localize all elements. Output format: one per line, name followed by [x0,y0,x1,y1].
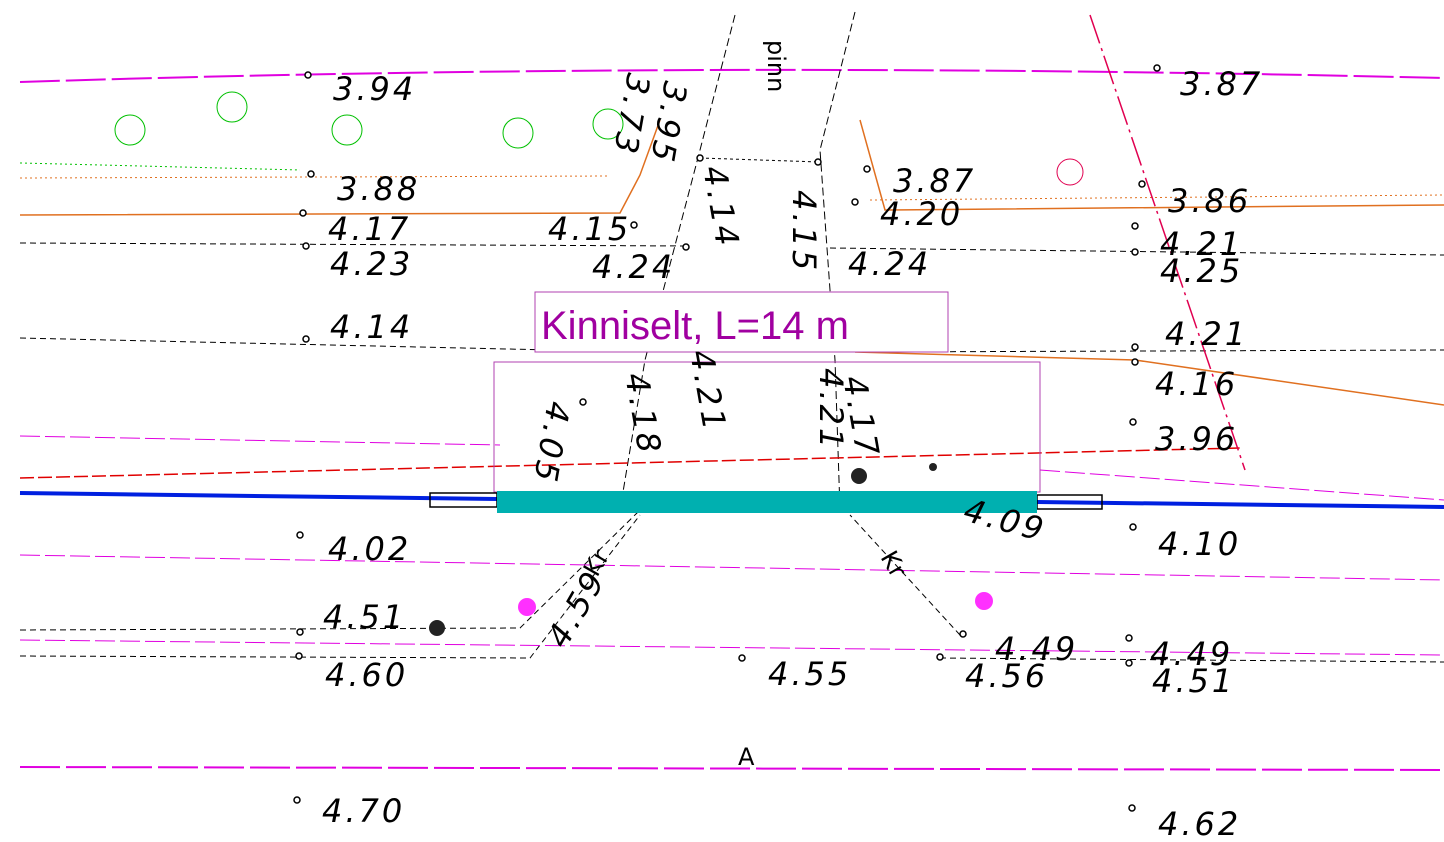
elevation-label: 4.59 [539,563,614,654]
elevation-label: 4.25 [1160,252,1243,290]
ditch-label: Kr [875,546,912,582]
elevation-label: 4.56 [965,657,1048,695]
elevation-label: 4.18 [617,370,669,459]
elevation-label: 4.15 [548,210,631,248]
elevation-label: 4.14 [695,163,747,252]
elevation-label: 4.51 [323,598,406,636]
elevation-label: 4.60 [325,656,408,694]
elevation-label: 4.02 [328,530,411,568]
points [293,64,1161,812]
road-label: A [738,743,755,771]
elevation-label: 4.51 [1152,662,1235,700]
elevation-label: 4.17 [328,210,411,248]
elevation-label: 4.21 [682,347,734,436]
elevation-label: 4.49 [1150,635,1233,673]
bridge-title: Kinniselt, L=14 m [541,304,849,348]
elevation-label: 3.88 [337,170,420,208]
elevation-label: 4.15 [785,190,823,273]
elevation-label: 4.21 [1160,225,1243,263]
elevation-label: 4.49 [995,630,1078,668]
bridge [497,491,1037,513]
elevation-labels: 3.94 3.873.884.174.233.733.954.154.244.14… [322,65,1263,842]
elevation-label: 4.23 [330,245,413,283]
elevation-label: 3.87 [1180,65,1263,103]
elevation-label: 4.20 [880,195,963,233]
elevation-label: 3.94 [333,70,416,108]
elevation-label: 4.10 [1158,525,1241,563]
elevation-label: 4.21 [1165,315,1248,353]
elevation-label: 3.87 [893,162,976,200]
elevation-label: 4.24 [592,248,675,286]
elevation-label: 3.96 [1155,420,1238,458]
elevation-label: 4.55 [768,655,851,693]
elevation-label: 4.16 [1155,365,1238,403]
linework [19,11,1444,771]
street-name: pinn [762,40,790,92]
elevation-label: 4.21 [812,368,850,451]
elevation-label: 4.62 [1158,805,1241,842]
elevation-label: 4.70 [322,792,405,830]
elevation-label: 4.14 [330,308,413,346]
elevation-label: 4.05 [526,399,578,488]
elevation-label: 3.86 [1168,182,1251,220]
elevation-label: 4.24 [848,245,931,283]
